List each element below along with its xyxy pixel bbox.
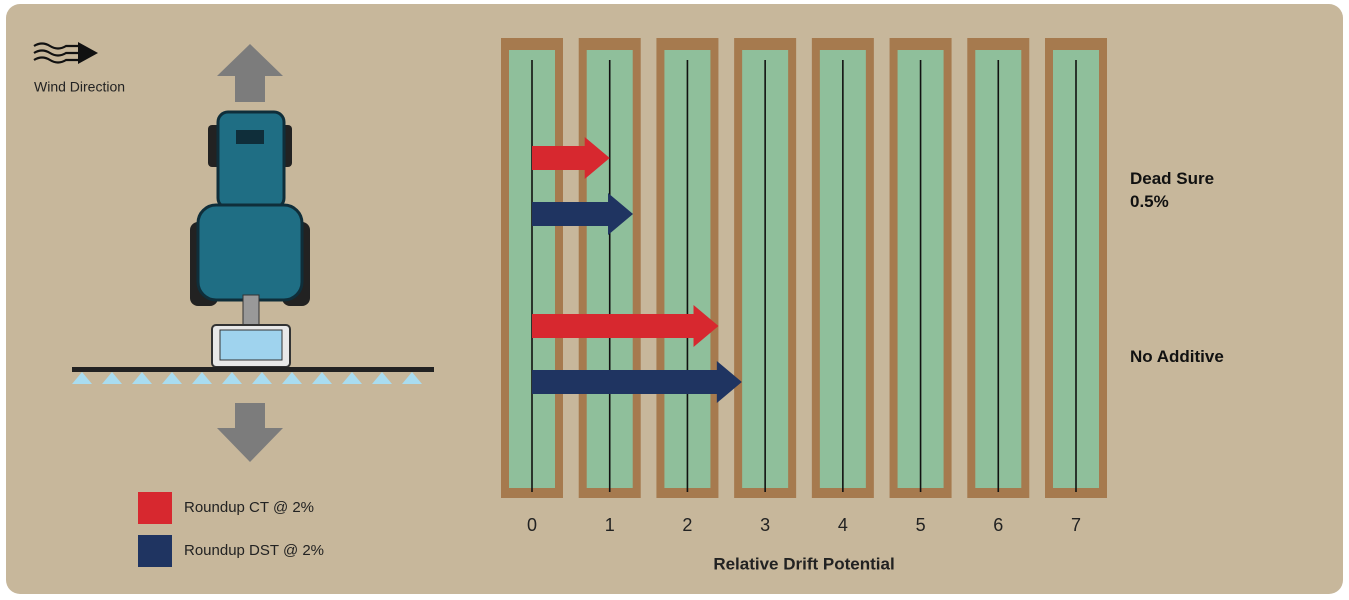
x-tick-label: 0 xyxy=(527,515,537,535)
category-label: No Additive xyxy=(1130,345,1242,368)
x-tick-label: 6 xyxy=(993,515,1003,535)
category-label: Dead Sure 0.5% xyxy=(1130,167,1242,213)
x-tick-label: 1 xyxy=(605,515,615,535)
x-tick-label: 3 xyxy=(760,515,770,535)
chart: Wind Direction 0 1 2 3 4 5 6 7 Relative Drift Po… xyxy=(0,0,1349,600)
x-tick-label: 2 xyxy=(682,515,692,535)
legend-label: Roundup DST @ 2% xyxy=(184,542,324,559)
x-axis-label: Relative Drift Potential xyxy=(713,554,894,573)
x-tick-label: 5 xyxy=(916,515,926,535)
x-tick-label: 4 xyxy=(838,515,848,535)
annotation: Wind Direction xyxy=(34,79,125,95)
legend-swatch xyxy=(138,492,172,524)
page: Wind Direction 0 1 2 3 4 5 6 7 Relative Drift Po… xyxy=(0,0,1349,600)
legend-label: Roundup CT @ 2% xyxy=(184,499,314,516)
x-tick-label: 7 xyxy=(1071,515,1081,535)
legend-swatch xyxy=(138,535,172,567)
